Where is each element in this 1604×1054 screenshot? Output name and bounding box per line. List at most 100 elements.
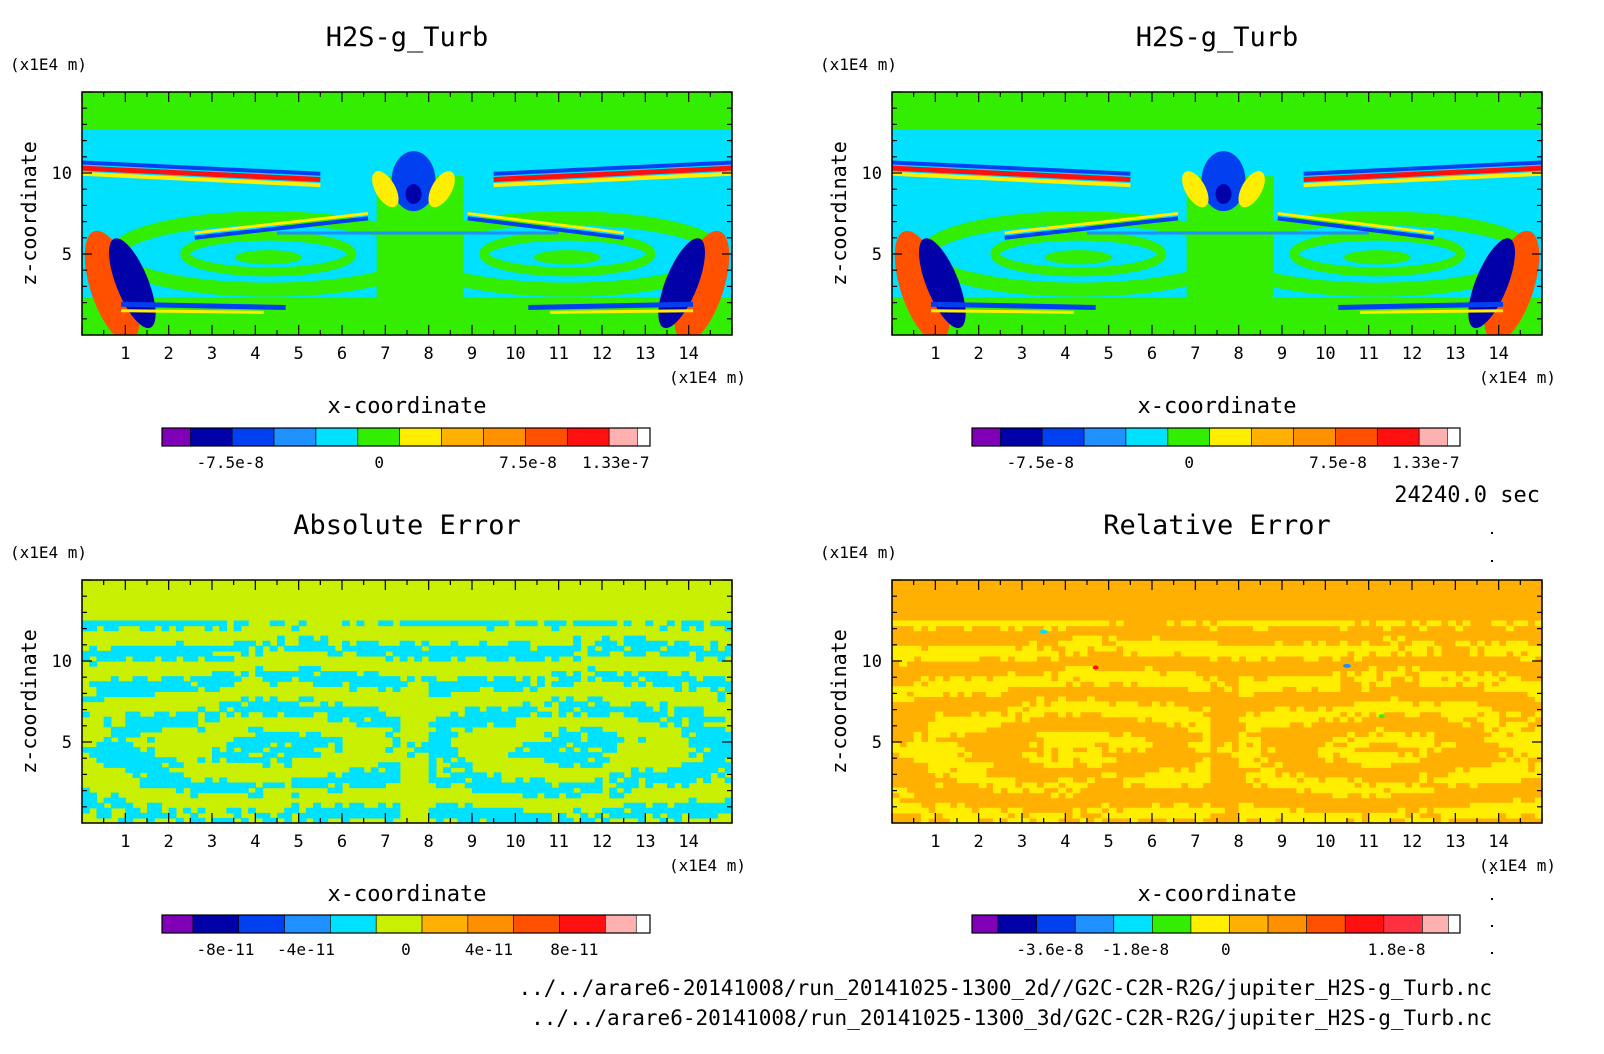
field-cell bbox=[1339, 817, 1348, 823]
field-cell bbox=[623, 706, 632, 713]
field-cell bbox=[255, 747, 264, 753]
field-cell bbox=[717, 736, 726, 743]
field-cell bbox=[1520, 767, 1529, 773]
field-cell bbox=[1079, 757, 1088, 763]
x-tick-label: 3 bbox=[207, 832, 217, 852]
field-cell bbox=[1144, 650, 1153, 657]
field-cell bbox=[688, 681, 697, 687]
field-cell bbox=[1339, 782, 1348, 789]
field-cell bbox=[500, 620, 509, 627]
field-cell bbox=[1029, 711, 1038, 718]
field-cell bbox=[710, 650, 719, 657]
field-cell bbox=[363, 671, 372, 677]
field-cell bbox=[1238, 757, 1247, 763]
field-cell bbox=[479, 650, 488, 657]
field-cell bbox=[1368, 817, 1377, 823]
field-cell bbox=[522, 792, 531, 799]
field-cell bbox=[1383, 706, 1391, 713]
field-cell bbox=[1397, 787, 1406, 794]
field-cell bbox=[197, 817, 206, 823]
field-cell bbox=[949, 726, 958, 733]
field-cell bbox=[1534, 742, 1542, 748]
field-cell bbox=[1007, 645, 1016, 652]
field-cell bbox=[486, 716, 495, 723]
field-cell bbox=[132, 757, 141, 763]
field-cell bbox=[1440, 706, 1449, 713]
field-cell bbox=[724, 777, 732, 784]
field-cell bbox=[1173, 706, 1182, 713]
field-cell bbox=[515, 777, 524, 784]
field-cell bbox=[985, 650, 994, 657]
x-tick-label: 7 bbox=[1190, 344, 1200, 364]
field-cell bbox=[428, 762, 437, 768]
field-cell bbox=[450, 772, 459, 779]
field-cell bbox=[1491, 640, 1500, 647]
field-cell bbox=[964, 620, 973, 627]
field-cell bbox=[1202, 807, 1211, 814]
field-cell bbox=[971, 686, 980, 692]
field-cell bbox=[558, 782, 567, 789]
field-cell bbox=[1043, 762, 1052, 768]
field-cell bbox=[190, 676, 199, 682]
colorbar-label: 1.33e-7 bbox=[582, 453, 649, 472]
field-cell bbox=[472, 681, 480, 687]
field-cell bbox=[1130, 736, 1139, 743]
field-cell bbox=[1022, 782, 1030, 789]
x-tick-label: 1 bbox=[120, 832, 130, 852]
field-cell bbox=[1310, 645, 1319, 652]
field-cell bbox=[305, 671, 314, 677]
field-cell bbox=[1397, 650, 1406, 657]
field-cell bbox=[500, 807, 509, 814]
field-cell bbox=[674, 817, 683, 823]
field-cell bbox=[674, 676, 683, 682]
field-cell bbox=[1043, 671, 1052, 677]
field-cell bbox=[1505, 686, 1514, 692]
field-cell bbox=[645, 645, 654, 652]
field-cell bbox=[1029, 782, 1038, 789]
field-cell bbox=[1180, 620, 1189, 627]
field-cell bbox=[949, 721, 958, 728]
field-cell bbox=[1072, 812, 1081, 819]
field-cell bbox=[1101, 620, 1110, 627]
field-cell bbox=[1058, 696, 1066, 703]
field-cell bbox=[1332, 650, 1341, 657]
field-cell bbox=[1469, 782, 1478, 789]
field-cell bbox=[674, 807, 683, 814]
field-cell bbox=[1513, 777, 1521, 784]
field-cell bbox=[957, 807, 965, 814]
field-cell bbox=[464, 807, 473, 814]
field-cell bbox=[1195, 742, 1204, 748]
field-cell bbox=[370, 671, 379, 677]
field-cell bbox=[464, 812, 473, 819]
field-cell bbox=[168, 681, 177, 687]
field-cell bbox=[913, 731, 922, 738]
field-cell bbox=[964, 777, 973, 784]
field-cell bbox=[1087, 666, 1095, 672]
field-cell bbox=[248, 782, 256, 789]
field-cell bbox=[197, 757, 206, 763]
field-cell bbox=[1195, 777, 1204, 784]
field-cell bbox=[1498, 767, 1507, 773]
field-cell bbox=[450, 721, 459, 728]
field-cell bbox=[1238, 681, 1247, 687]
field-cell bbox=[544, 620, 553, 627]
field-cell bbox=[226, 817, 235, 823]
field-layer bbox=[82, 620, 732, 823]
field-cell bbox=[587, 736, 596, 743]
field-cell bbox=[378, 812, 386, 819]
field-cell bbox=[609, 736, 618, 743]
field-cell bbox=[212, 676, 220, 682]
field-cell bbox=[1354, 736, 1363, 743]
field-cell bbox=[219, 752, 228, 758]
field-cell bbox=[342, 620, 350, 627]
field-cell bbox=[695, 802, 704, 809]
field-cell bbox=[1043, 782, 1052, 789]
field-cell bbox=[204, 650, 213, 657]
field-cell bbox=[573, 731, 581, 738]
field-cell bbox=[493, 807, 502, 814]
field-cell bbox=[1202, 681, 1211, 687]
field-cell bbox=[89, 802, 98, 809]
field-cell bbox=[1260, 767, 1269, 773]
field-cell bbox=[1267, 777, 1276, 784]
field-cell bbox=[1166, 671, 1175, 677]
